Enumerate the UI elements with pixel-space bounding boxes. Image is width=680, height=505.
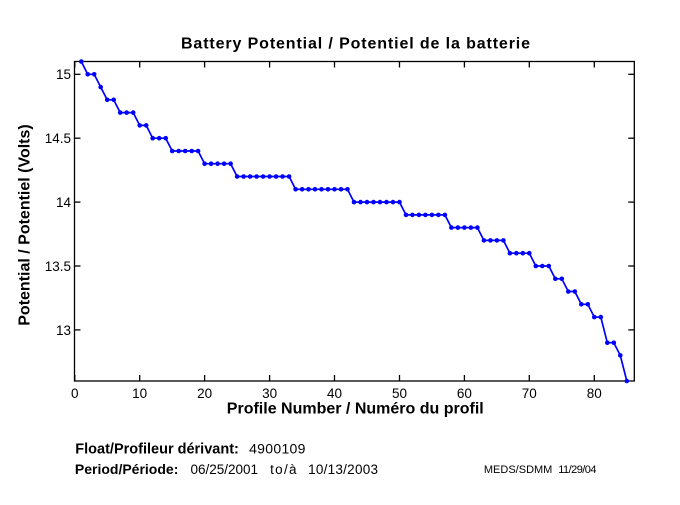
svg-text:50: 50: [392, 386, 407, 401]
svg-text:Potential / Potentiel (Volts): Potential / Potentiel (Volts): [17, 124, 34, 326]
svg-text:13: 13: [56, 323, 71, 338]
svg-text:14: 14: [56, 195, 72, 210]
svg-text:10: 10: [132, 386, 147, 401]
svg-text:Float/Profileur dérivant:49001: Float/Profileur dérivant: 4900109: [75, 441, 305, 458]
svg-text:15: 15: [56, 67, 71, 82]
svg-text:14.5: 14.5: [45, 131, 71, 146]
svg-text:0: 0: [71, 386, 79, 401]
svg-text:13.5: 13.5: [45, 259, 71, 274]
svg-text:20: 20: [197, 386, 212, 401]
svg-text:40: 40: [327, 386, 342, 401]
svg-text:70: 70: [522, 386, 537, 401]
svg-text:60: 60: [457, 386, 472, 401]
svg-text:30: 30: [262, 386, 277, 401]
svg-text:Battery Potential / Potentiel: Battery Potential / Potentiel de la batt…: [181, 36, 531, 53]
svg-text:Profile Number / Numéro du pro: Profile Number / Numéro du profil: [227, 400, 484, 417]
svg-text:80: 80: [587, 386, 602, 401]
